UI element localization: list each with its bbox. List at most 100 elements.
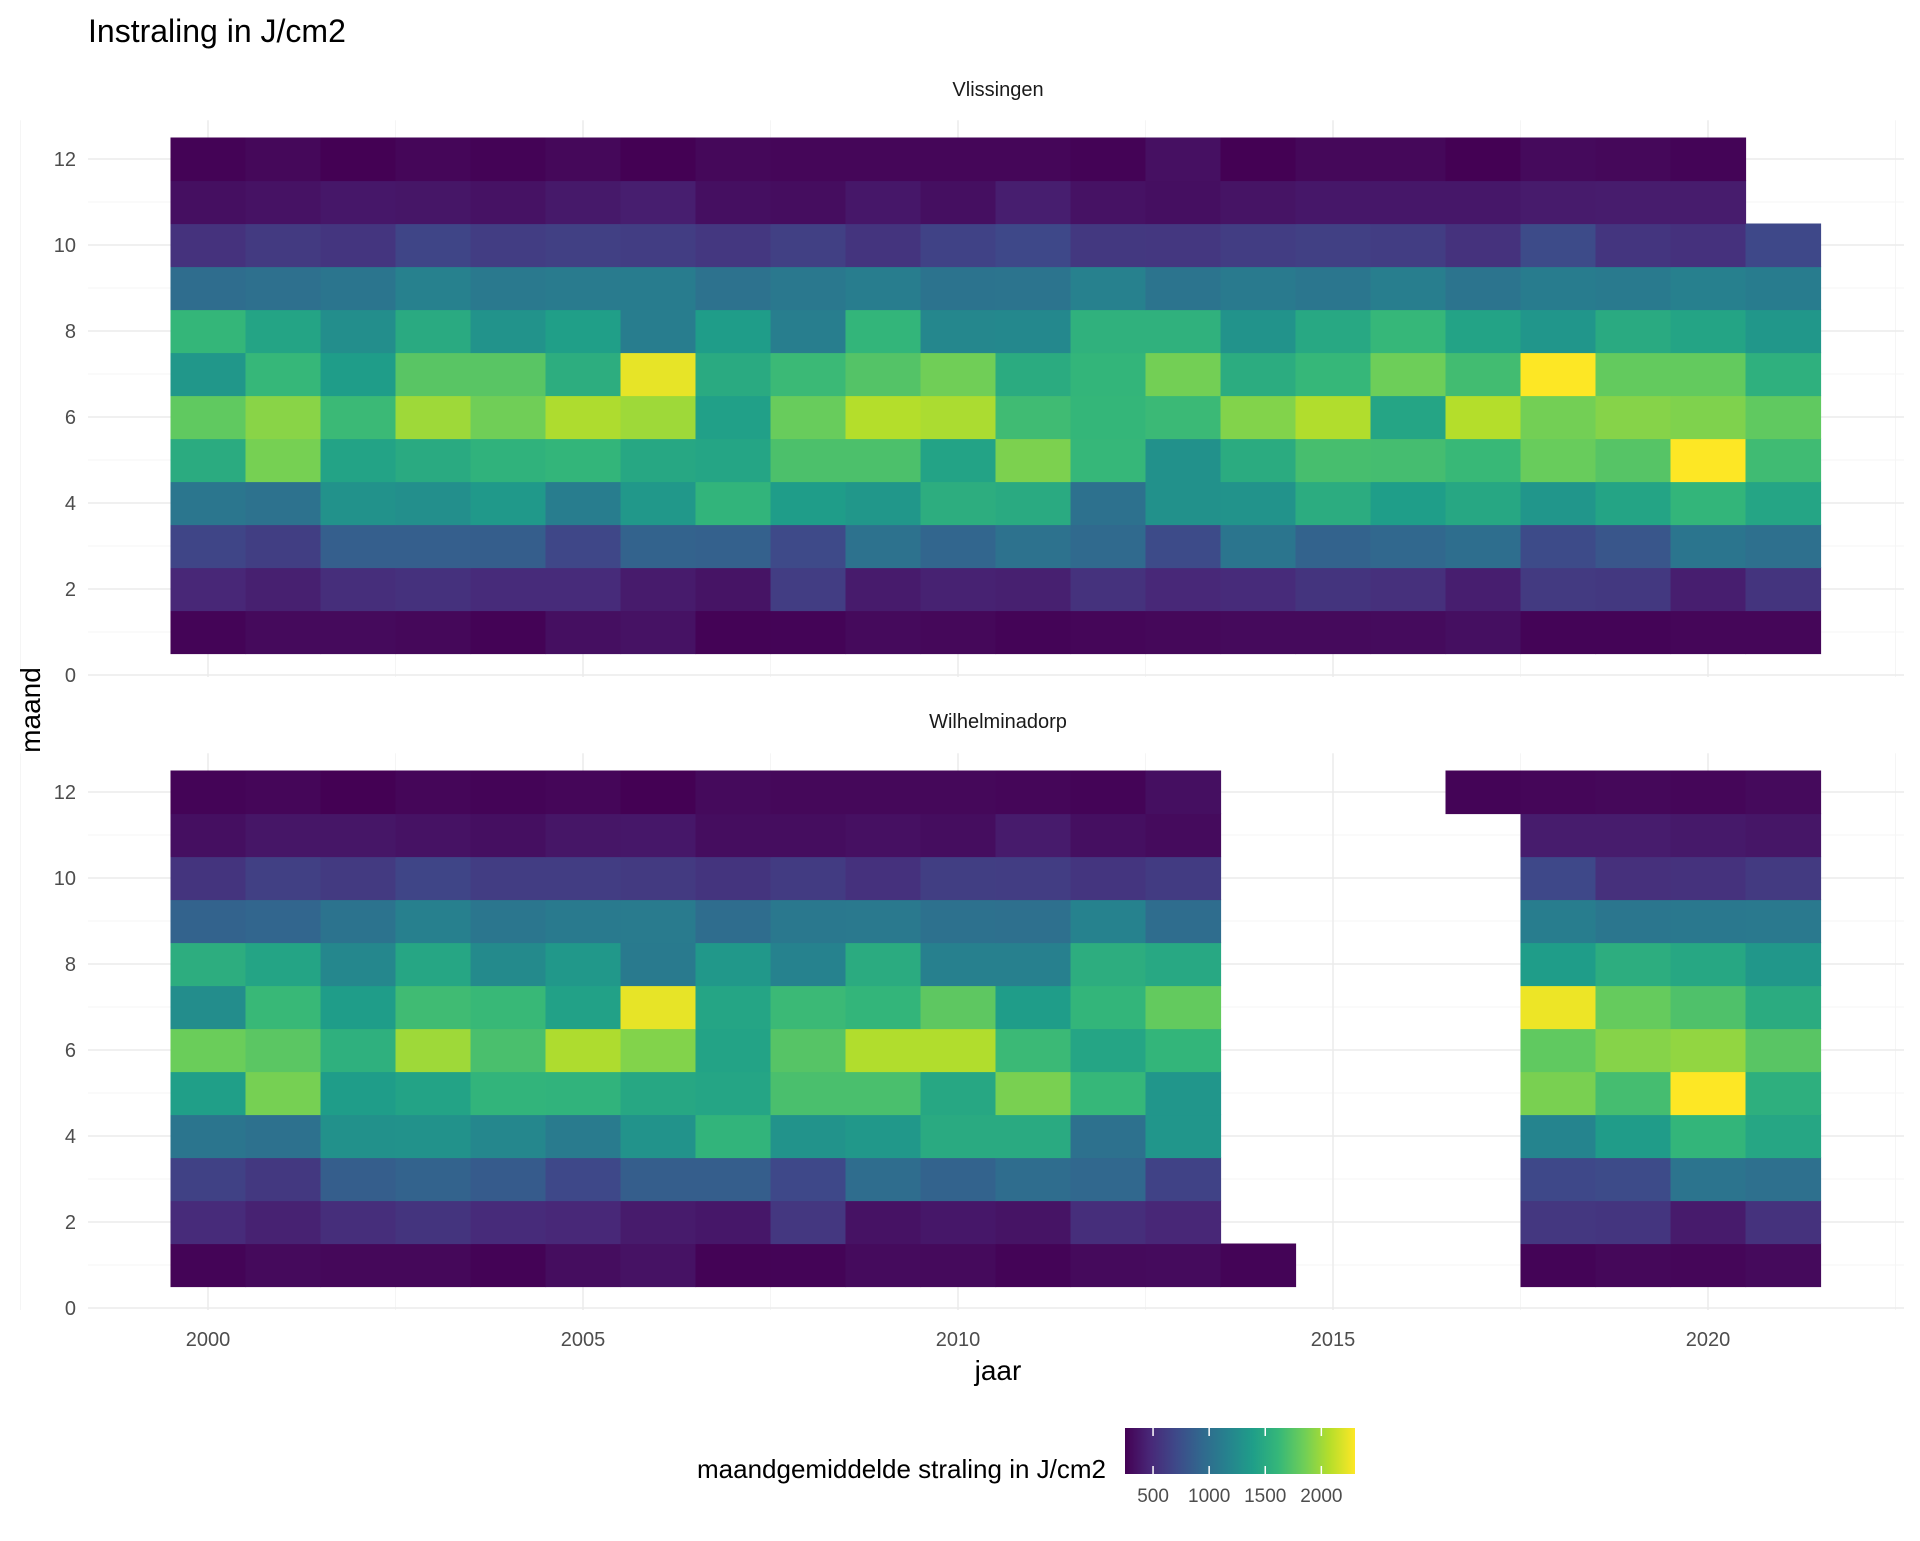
heatmap-tile [1670, 524, 1747, 569]
heatmap-tile [1145, 524, 1222, 569]
heatmap-tile [1595, 1157, 1672, 1202]
heatmap-tile [1520, 223, 1597, 268]
heatmap-tile [245, 223, 322, 268]
heatmap-tile [1520, 1200, 1597, 1245]
heatmap-tile [170, 1028, 247, 1073]
heatmap-tile [620, 481, 697, 526]
heatmap-tile [1670, 1028, 1747, 1073]
heatmap-tile [845, 899, 922, 944]
heatmap-tile [1220, 309, 1297, 354]
heatmap-tile [170, 1200, 247, 1245]
heatmap-tile [1670, 770, 1747, 815]
heatmap-tile [470, 1243, 547, 1288]
y-tick-label: 4 [65, 493, 76, 515]
heatmap-tile [695, 770, 772, 815]
heatmap-tile [1145, 1071, 1222, 1116]
heatmap-tile [1595, 1071, 1672, 1116]
heatmap-tile [995, 770, 1072, 815]
heatmap-tile [1220, 395, 1297, 440]
heatmap-tile [1145, 1157, 1222, 1202]
heatmap-tile [1520, 813, 1597, 858]
heatmap-tile [920, 1157, 997, 1202]
heatmap-tile [395, 899, 472, 944]
heatmap-tile [695, 1114, 772, 1159]
heatmap-tile [1745, 395, 1822, 440]
heatmap-tile [1745, 610, 1822, 655]
heatmap-tile [770, 1114, 847, 1159]
heatmap-tile [1520, 1114, 1597, 1159]
heatmap-tile [545, 770, 622, 815]
heatmap-tile [170, 610, 247, 655]
heatmap-tile [1520, 481, 1597, 526]
heatmap-tile [1520, 1157, 1597, 1202]
y-tick-label: 2 [65, 1212, 76, 1234]
heatmap-tile [245, 1157, 322, 1202]
heatmap-tile [1370, 524, 1447, 569]
heatmap-tile [695, 1157, 772, 1202]
heatmap-tile [395, 1157, 472, 1202]
heatmap-tile [845, 813, 922, 858]
heatmap-tile [1745, 942, 1822, 987]
heatmap-tile [1595, 899, 1672, 944]
heatmap-tile [1670, 1071, 1747, 1116]
heatmap-tile [920, 985, 997, 1030]
heatmap-tile [1445, 610, 1522, 655]
heatmap-tile [1595, 813, 1672, 858]
heatmap-tile [170, 395, 247, 440]
heatmap-tile [620, 266, 697, 311]
heatmap-tile [995, 1200, 1072, 1245]
heatmap-tile [395, 266, 472, 311]
heatmap-tile [995, 395, 1072, 440]
heatmap-tile [845, 309, 922, 354]
heatmap-tile [620, 137, 697, 182]
heatmap-tile [695, 1071, 772, 1116]
heatmap-tile [1520, 352, 1597, 397]
heatmap-tile [1145, 481, 1222, 526]
heatmap-tile [545, 567, 622, 612]
heatmap-tile [620, 1071, 697, 1116]
heatmap-tile [995, 1028, 1072, 1073]
heatmap-tile [920, 266, 997, 311]
heatmap-tile [770, 1200, 847, 1245]
heatmap-tile [770, 1157, 847, 1202]
heatmap-tile [170, 438, 247, 483]
heatmap-tile [770, 180, 847, 225]
heatmap-tile [1070, 309, 1147, 354]
heatmap-tile [1220, 1243, 1297, 1288]
heatmap-tile [395, 438, 472, 483]
heatmap-tile [1070, 985, 1147, 1030]
x-tick-label: 2005 [561, 1329, 606, 1351]
heatmap-tile [170, 309, 247, 354]
heatmap-tile [545, 180, 622, 225]
heatmap-tile [470, 223, 547, 268]
heatmap-tile [1520, 180, 1597, 225]
heatmap-tile [995, 481, 1072, 526]
heatmap-tile [770, 942, 847, 987]
heatmap-tile [845, 1028, 922, 1073]
heatmap-tile [245, 352, 322, 397]
heatmap-tile [845, 481, 922, 526]
heatmap-tile [1445, 770, 1522, 815]
heatmap-tile [170, 266, 247, 311]
heatmap-tile [845, 942, 922, 987]
heatmap-tile [470, 395, 547, 440]
heatmap-tile [1745, 567, 1822, 612]
heatmap-tile [995, 1243, 1072, 1288]
heatmap-tile [545, 899, 622, 944]
heatmap-tile [1520, 567, 1597, 612]
heatmap-tile [1070, 137, 1147, 182]
heatmap-tile [1520, 395, 1597, 440]
heatmap-tile [1070, 266, 1147, 311]
heatmap-tile [1070, 223, 1147, 268]
heatmap-tile [995, 985, 1072, 1030]
heatmap-tile [545, 395, 622, 440]
heatmap-tile [1070, 1114, 1147, 1159]
heatmap-tile [395, 813, 472, 858]
heatmap-tile [995, 223, 1072, 268]
x-tick-label: 2000 [186, 1329, 231, 1351]
heatmap-tile [395, 352, 472, 397]
heatmap-tile [1145, 352, 1222, 397]
heatmap-tile [1145, 942, 1222, 987]
heatmap-tile [620, 352, 697, 397]
